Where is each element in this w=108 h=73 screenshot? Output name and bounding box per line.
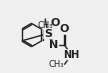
Text: O: O — [50, 18, 60, 28]
Text: CH₃: CH₃ — [48, 60, 64, 69]
Text: CH₃: CH₃ — [38, 21, 53, 30]
Text: N: N — [49, 40, 59, 50]
Text: S: S — [44, 29, 52, 39]
Text: NH: NH — [63, 50, 80, 60]
Text: O: O — [60, 24, 69, 34]
